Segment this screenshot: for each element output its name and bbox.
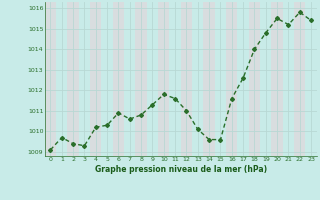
Bar — [181, 2, 192, 156]
Bar — [249, 2, 260, 156]
Bar — [90, 2, 101, 156]
Bar — [271, 2, 283, 156]
Bar — [113, 2, 124, 156]
Bar — [226, 2, 237, 156]
Bar — [68, 2, 79, 156]
X-axis label: Graphe pression niveau de la mer (hPa): Graphe pression niveau de la mer (hPa) — [95, 165, 267, 174]
Bar — [45, 2, 56, 156]
Bar — [294, 2, 306, 156]
Bar — [135, 2, 147, 156]
Bar — [158, 2, 170, 156]
Bar — [204, 2, 215, 156]
